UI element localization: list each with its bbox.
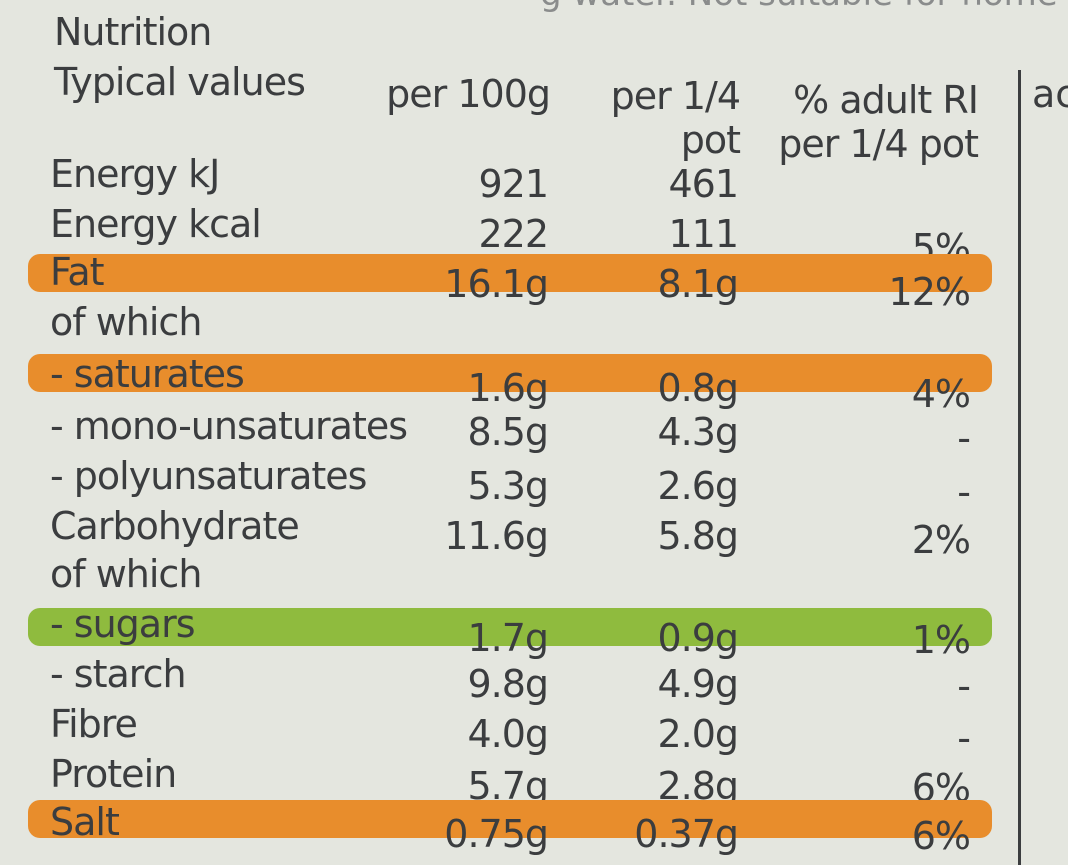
row-per-pot: 4.9g [657, 662, 739, 706]
top-partial-text: g water. Not suitable for home [540, 0, 1058, 14]
row-highlight-band [28, 800, 992, 838]
column-divider [1018, 70, 1021, 865]
row-name: Protein [50, 752, 177, 796]
header-typical-values: Typical values [54, 60, 306, 104]
header-per-100g: per 100g [386, 72, 551, 116]
row-highlight-band [28, 608, 992, 646]
row-ri: - [957, 716, 971, 760]
row-name: - mono-unsaturates [50, 404, 408, 448]
row-per-100g: 0.75g [444, 812, 549, 856]
row-per-pot: 111 [668, 212, 739, 256]
row-ri: 1% [911, 618, 971, 662]
row-name: Fat [50, 250, 105, 294]
row-highlight-band [28, 354, 992, 392]
row-name: Fibre [50, 702, 138, 746]
row-per-100g: 9.8g [467, 662, 549, 706]
row-per-100g: 1.6g [467, 366, 549, 410]
header-per-pot-line2: pot [680, 118, 741, 162]
row-per-pot: 2.0g [657, 712, 739, 756]
row-name: Salt [50, 800, 120, 844]
row-name: - saturates [50, 352, 245, 396]
header-ri-line1: % adult RI [793, 78, 979, 122]
row-per-100g: 16.1g [444, 262, 549, 306]
header-per-pot-line1: per 1/4 [610, 74, 741, 118]
row-per-pot: 0.8g [657, 366, 739, 410]
row-per-100g: 1.7g [467, 616, 549, 660]
row-name: Energy kJ [50, 152, 220, 196]
row-ri: 2% [911, 518, 971, 562]
row-per-100g: 4.0g [467, 712, 549, 756]
row-ri: - [957, 470, 971, 514]
row-per-100g: 11.6g [444, 514, 549, 558]
row-ri: 4% [911, 372, 971, 416]
row-name: of which [50, 552, 202, 596]
row-ri: - [957, 664, 971, 708]
row-per-pot: 0.9g [657, 616, 739, 660]
row-name: Carbohydrate [50, 504, 300, 548]
header-ri-line2: per 1/4 pot [778, 122, 979, 166]
row-ri: 12% [888, 270, 971, 314]
row-ri: 6% [911, 814, 971, 858]
row-per-pot: 461 [668, 162, 739, 206]
row-per-pot: 4.3g [657, 410, 739, 454]
row-per-pot: 0.37g [634, 812, 739, 856]
row-name: of which [50, 300, 202, 344]
row-name: - polyunsaturates [50, 454, 367, 498]
row-per-pot: 5.8g [657, 514, 739, 558]
row-per-100g: 222 [478, 212, 549, 256]
row-per-pot: 8.1g [657, 262, 739, 306]
row-per-100g: 921 [478, 162, 549, 206]
row-name: - sugars [50, 602, 196, 646]
row-per-100g: 8.5g [467, 410, 549, 454]
row-name: - starch [50, 652, 187, 696]
row-name: Energy kcal [50, 202, 262, 246]
row-per-pot: 2.6g [657, 464, 739, 508]
right-partial-text: ac [1032, 72, 1068, 116]
row-highlight-band [28, 254, 992, 292]
row-ri: - [957, 416, 971, 460]
row-per-100g: 5.3g [467, 464, 549, 508]
label-title: Nutrition [54, 10, 212, 54]
